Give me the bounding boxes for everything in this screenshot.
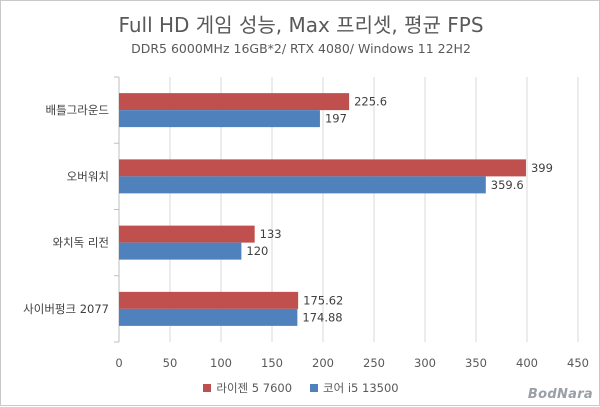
data-label: 197 [325, 112, 347, 126]
x-tick-label: 300 [414, 356, 436, 370]
bar-ryzen [119, 93, 350, 111]
category-label: 사이버펑크 2077 [23, 302, 109, 316]
legend-label-core: 코어 i5 13500 [323, 381, 399, 395]
x-tick-label: 200 [312, 356, 334, 370]
x-tick-label: 450 [567, 356, 589, 370]
legend-swatch-ryzen [203, 384, 212, 392]
bar-core [119, 176, 486, 194]
data-label: 225.6 [354, 95, 387, 109]
category-label: 오버워치 [67, 169, 109, 183]
legend: 라이젠 5 7600 코어 i5 13500 [1, 380, 600, 396]
data-label: 359.6 [491, 178, 524, 192]
bar-ryzen [119, 159, 526, 177]
legend-swatch-core [310, 384, 319, 392]
bar-ryzen [119, 291, 299, 309]
x-tick-label: 150 [261, 356, 283, 370]
data-label: 120 [246, 244, 268, 258]
legend-label-ryzen: 라이젠 5 7600 [216, 381, 293, 395]
category-label: 와치독 리전 [52, 236, 109, 250]
bar-ryzen [119, 225, 255, 243]
x-tick-label: 400 [516, 356, 538, 370]
chart-subtitle: DDR5 6000MHz 16GB*2/ RTX 4080/ Windows 1… [131, 41, 471, 56]
x-tick-label: 350 [465, 356, 487, 370]
x-tick-label: 100 [210, 356, 232, 370]
chart-title: Full HD 게임 성능, Max 프리셋, 평균 FPS [118, 13, 484, 37]
watermark-logo: BodNara [527, 387, 593, 402]
legend-item-ryzen: 라이젠 5 7600 [203, 380, 292, 396]
data-label: 174.88 [302, 310, 342, 324]
x-tick-label: 50 [163, 356, 178, 370]
bar-core [119, 242, 242, 260]
data-label: 133 [260, 227, 282, 241]
bar-core [119, 110, 320, 128]
x-tick-label: 0 [115, 356, 122, 370]
legend-item-core: 코어 i5 13500 [310, 380, 399, 396]
data-label: 175.62 [303, 293, 343, 307]
x-tick-label: 250 [363, 356, 385, 370]
category-label: 배틀그라운드 [46, 103, 109, 117]
bar-core [119, 308, 298, 326]
data-label: 399 [531, 161, 553, 175]
